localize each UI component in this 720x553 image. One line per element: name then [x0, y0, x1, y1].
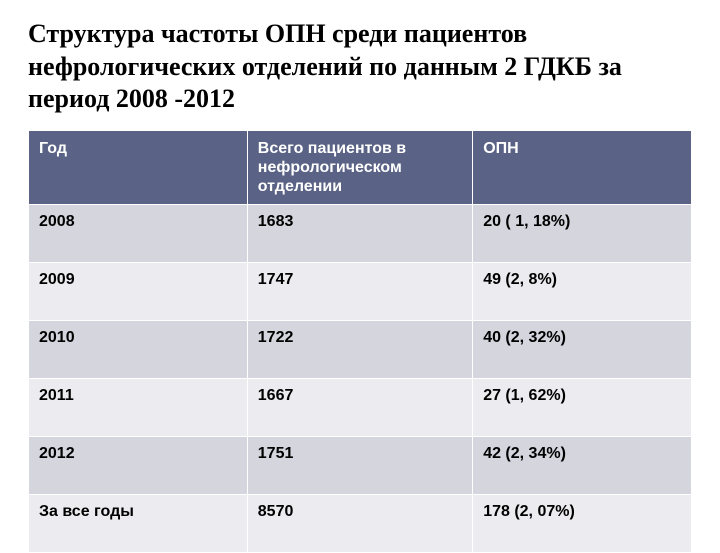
slide-container: Структура частоты ОПН среди пациентов не…	[0, 0, 720, 540]
cell-total: 1683	[247, 205, 472, 263]
cell-year: 2010	[29, 321, 248, 379]
cell-total: 1747	[247, 263, 472, 321]
cell-year: 2011	[29, 379, 248, 437]
cell-total: 8570	[247, 495, 472, 553]
cell-year: 2009	[29, 263, 248, 321]
cell-total: 1667	[247, 379, 472, 437]
cell-opn: 27 (1, 62%)	[473, 379, 692, 437]
col-header-year: Год	[29, 130, 248, 205]
table-row: 2009 1747 49 (2, 8%)	[29, 263, 692, 321]
cell-opn: 178 (2, 07%)	[473, 495, 692, 553]
cell-total: 1722	[247, 321, 472, 379]
cell-opn: 49 (2, 8%)	[473, 263, 692, 321]
table-row: За все годы 8570 178 (2, 07%)	[29, 495, 692, 553]
cell-opn: 20 ( 1, 18%)	[473, 205, 692, 263]
table-header-row: Год Всего пациентов в нефрологическом от…	[29, 130, 692, 205]
cell-total: 1751	[247, 437, 472, 495]
table-row: 2011 1667 27 (1, 62%)	[29, 379, 692, 437]
cell-year: За все годы	[29, 495, 248, 553]
cell-year: 2012	[29, 437, 248, 495]
col-header-total: Всего пациентов в нефрологическом отделе…	[247, 130, 472, 205]
data-table: Год Всего пациентов в нефрологическом от…	[28, 130, 692, 553]
cell-opn: 42 (2, 34%)	[473, 437, 692, 495]
col-header-opn: ОПН	[473, 130, 692, 205]
table-row: 2012 1751 42 (2, 34%)	[29, 437, 692, 495]
cell-year: 2008	[29, 205, 248, 263]
cell-opn: 40 (2, 32%)	[473, 321, 692, 379]
table-row: 2010 1722 40 (2, 32%)	[29, 321, 692, 379]
table-row: 2008 1683 20 ( 1, 18%)	[29, 205, 692, 263]
slide-title: Структура частоты ОПН среди пациентов не…	[28, 18, 692, 116]
